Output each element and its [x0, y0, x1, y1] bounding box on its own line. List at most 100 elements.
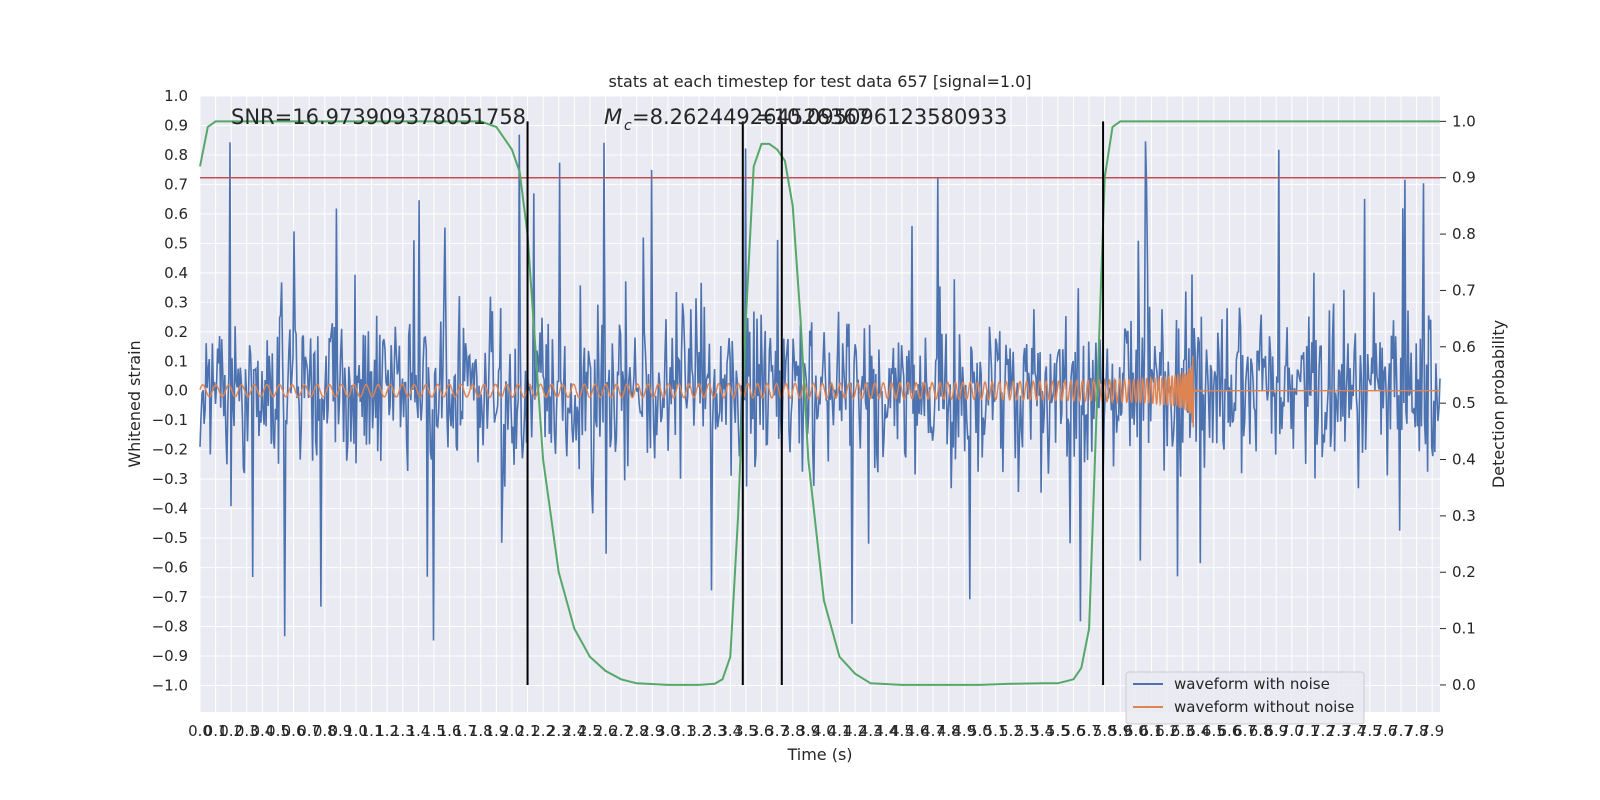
x-tick-label: 7.8	[1405, 722, 1429, 740]
right-y-tick-label: 0.1	[1452, 620, 1476, 638]
right-y-tick-label: 0.7	[1452, 281, 1476, 299]
x-tick-label: 0.6	[282, 722, 306, 740]
y-tick-label: −0.7	[152, 588, 188, 606]
y-tick-label: 0.2	[164, 323, 188, 341]
y-tick-label: 0.6	[164, 205, 188, 223]
x-tick-label: 1.0	[344, 722, 368, 740]
x-tick-label: 5.5	[1046, 722, 1070, 740]
y-tick-label: 0.1	[164, 352, 188, 370]
x-tick-label: 2.7	[609, 722, 633, 740]
x-tick-label: 7.1	[1295, 722, 1319, 740]
y-tick-label: −1.0	[152, 676, 188, 694]
mc-symbol: M	[604, 105, 622, 129]
y-axis-ticks: 1.0 0.9 0.8 0.7 0.6 0.5 0.4 0.3 0.2 0.1 0.0 −0.1 −0.…	[152, 87, 188, 694]
y-tick-label: 0.4	[164, 264, 188, 282]
x-tick-label: 6.2	[1155, 722, 1179, 740]
x-tick-label: 4.9	[952, 722, 976, 740]
right-y-tick-label: 0.4	[1452, 451, 1476, 469]
x-tick-label: 2.5	[578, 722, 602, 740]
right-y-tick-label: 0.8	[1452, 225, 1476, 243]
x-tick-label: 2.0	[500, 722, 524, 740]
x-tick-label: 7.0	[1280, 722, 1304, 740]
x-tick-label: 0.0	[188, 722, 212, 740]
x-tick-label: 7.6	[1373, 722, 1397, 740]
x-tick-label: 3.2	[687, 722, 711, 740]
series-waveform-with-noise	[199, 134, 1441, 641]
x-tick-label: 5.4	[1030, 722, 1054, 740]
y-tick-label: −0.2	[152, 441, 188, 459]
x-tick-label: 5.1	[984, 722, 1008, 740]
x-tick-label: 3.9	[796, 722, 820, 740]
y-tick-label: 0.3	[164, 293, 188, 311]
x-tick-label: 2.6	[594, 722, 618, 740]
y-tick-label: 0.5	[164, 234, 188, 252]
y-tick-label: −0.6	[152, 559, 188, 577]
x-tick-label: 3.3	[703, 722, 727, 740]
mc-value-2: =10.095096123580933	[756, 105, 1007, 129]
legend-label-with-noise: waveform with noise	[1174, 675, 1330, 693]
y-tick-label: 1.0	[164, 87, 188, 105]
legend-label-without-noise: waveform without noise	[1174, 698, 1354, 716]
x-tick-label: 1.4	[406, 722, 430, 740]
x-tick-label: 4.2	[843, 722, 867, 740]
legend: waveform with noise waveform without noi…	[1125, 671, 1365, 725]
x-tick-label: 1.8	[469, 722, 493, 740]
y-tick-label: 0.9	[164, 116, 188, 134]
probability-line	[199, 120, 1440, 686]
x-tick-label: 5.8	[1093, 722, 1117, 740]
x-tick-label: 0.9	[328, 722, 352, 740]
y-tick-label: −0.5	[152, 529, 188, 547]
x-tick-label: 5.7	[1077, 722, 1101, 740]
x-tick-label: 1.2	[375, 722, 399, 740]
y-tick-label: −0.8	[152, 618, 188, 636]
y-axis-label: Whitened strain	[125, 340, 144, 467]
x-tick-label: 4.7	[921, 722, 945, 740]
x-tick-label: 3.7	[765, 722, 789, 740]
x-tick-label: 3.5	[734, 722, 758, 740]
x-tick-label: 7.5	[1358, 722, 1382, 740]
x-tick-label: 0.4	[250, 722, 274, 740]
y-tick-label: 0.0	[164, 382, 188, 400]
x-tick-label: 0.5	[266, 722, 290, 740]
x-tick-label: 6.9	[1264, 722, 1288, 740]
series-waveform-without-noise	[199, 355, 1440, 428]
x-tick-label: 3.0	[656, 722, 680, 740]
right-y-axis-label: Detection probability	[1489, 320, 1508, 488]
x-tick-label: 7.2	[1311, 722, 1335, 740]
y-tick-label: 0.8	[164, 146, 188, 164]
x-tick-label: 1.6	[438, 722, 462, 740]
x-tick-label: 1.7	[453, 722, 477, 740]
x-tick-label: 4.5	[890, 722, 914, 740]
x-tick-label: 2.1	[516, 722, 540, 740]
x-tick-label: 2.4	[562, 722, 586, 740]
chirp-mass-annotation: M c =8.262449264526367 =10.0950961235809…	[604, 105, 1007, 134]
x-tick-label: 7.7	[1389, 722, 1413, 740]
right-y-tick-label: 1.0	[1452, 112, 1476, 130]
x-axis-ticks: 0.00.10.20.30.40.50.60.70.80.91.01.11.21…	[188, 722, 1444, 740]
legend-box	[1125, 671, 1365, 725]
x-tick-label: 6.8	[1249, 722, 1273, 740]
right-y-tick-label: 0.0	[1452, 676, 1476, 694]
x-tick-label: 3.4	[718, 722, 742, 740]
x-axis-label: Time (s)	[786, 745, 852, 764]
x-tick-label: 1.9	[484, 722, 508, 740]
x-tick-label: 3.1	[672, 722, 696, 740]
series-detection-probability	[199, 120, 1440, 686]
x-tick-label: 2.3	[547, 722, 571, 740]
x-tick-label: 4.4	[874, 722, 898, 740]
x-tick-label: 7.3	[1327, 722, 1351, 740]
x-tick-label: 3.6	[750, 722, 774, 740]
x-tick-label: 0.1	[204, 722, 228, 740]
x-tick-label: 2.8	[625, 722, 649, 740]
x-tick-label: 6.1	[1140, 722, 1164, 740]
x-tick-label: 0.3	[235, 722, 259, 740]
x-tick-label: 4.8	[937, 722, 961, 740]
x-tick-label: 5.2	[999, 722, 1023, 740]
x-tick-label: 0.7	[297, 722, 321, 740]
x-tick-label: 6.5	[1202, 722, 1226, 740]
x-tick-label: 5.3	[1015, 722, 1039, 740]
x-tick-label: 6.3	[1171, 722, 1195, 740]
mc-value-1: =8.262449264526367	[632, 105, 870, 129]
snr-annotation: SNR=16.973909378051758	[231, 105, 526, 129]
